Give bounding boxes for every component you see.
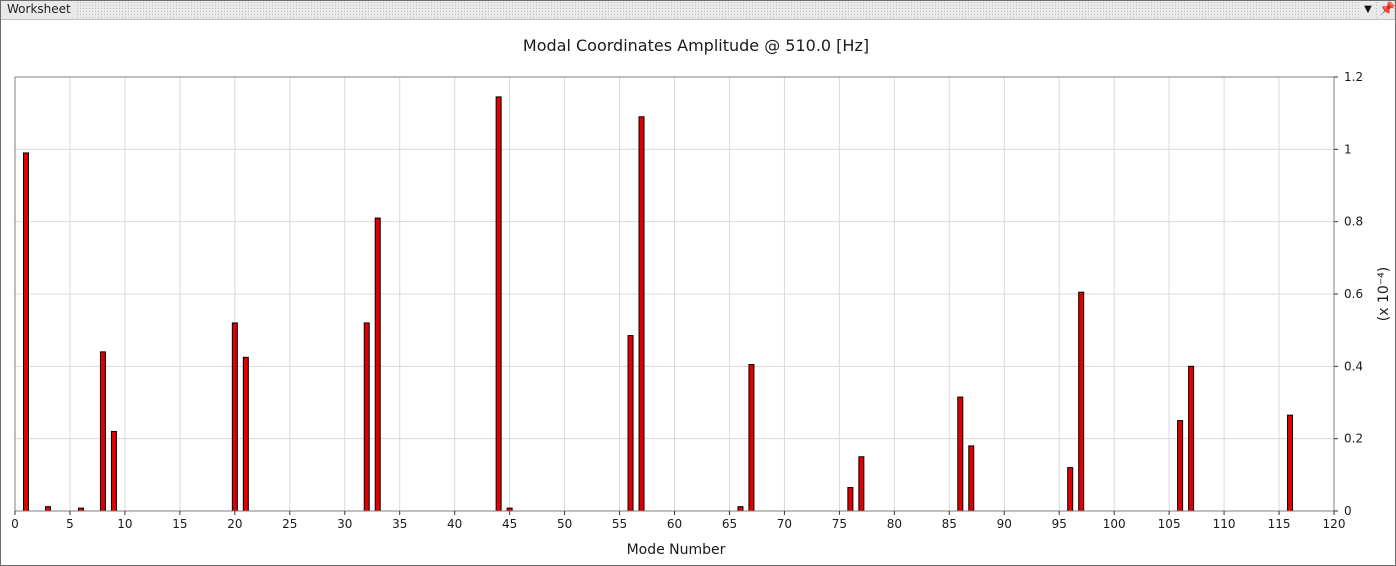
chart-title: Modal Coordinates Amplitude @ 510.0 [Hz] — [523, 36, 869, 55]
triangle-down-icon[interactable]: ▼ — [1361, 1, 1375, 19]
y-axis-scale-label: (x 10⁻⁴) — [1376, 267, 1392, 321]
x-tick-label: 85 — [942, 517, 957, 531]
x-tick-label: 45 — [502, 517, 517, 531]
bar-mode-86 — [957, 396, 964, 512]
bar-mode-56 — [627, 335, 634, 512]
x-tick-label: 65 — [722, 517, 737, 531]
panel-titlebar[interactable]: Worksheet ▼ 📌 — [1, 1, 1395, 20]
x-tick-label: 60 — [667, 517, 682, 531]
bar-mode-20 — [231, 322, 238, 512]
bar-mode-8 — [99, 351, 106, 512]
x-tick-label: 5 — [66, 517, 74, 531]
grid — [14, 76, 1335, 512]
panel-title: Worksheet — [1, 1, 75, 19]
x-tick-label: 20 — [227, 517, 242, 531]
y-tick-label: 0.4 — [1344, 359, 1363, 373]
y-tick-label: 1.2 — [1344, 70, 1363, 84]
x-tick-label: 105 — [1158, 517, 1181, 531]
x-tick-label: 80 — [887, 517, 902, 531]
x-tick-label: 40 — [447, 517, 462, 531]
bar-mode-77 — [858, 456, 865, 512]
x-tick-label: 15 — [172, 517, 187, 531]
bar-mode-57 — [638, 116, 645, 512]
bar-mode-96 — [1067, 467, 1074, 512]
bar-mode-9 — [110, 430, 117, 512]
bar-mode-87 — [968, 445, 975, 512]
ticks: 0 5 10 15 20 25 30 35 40 45 50 55 60 65 70 75 80 85 90 95 10… — [11, 70, 1363, 531]
x-axis-title: Mode Number — [627, 542, 726, 558]
x-tick-label: 50 — [557, 517, 572, 531]
bar-mode-21 — [242, 356, 249, 512]
x-tick-label: 30 — [337, 517, 352, 531]
bar-mode-67 — [748, 364, 755, 512]
bar-mode-3 — [44, 506, 51, 512]
bar-mode-1 — [22, 152, 29, 512]
bar-mode-33 — [374, 217, 381, 512]
bar-mode-44 — [495, 96, 502, 512]
y-tick-label: 0.8 — [1344, 215, 1363, 229]
bar-mode-76 — [847, 486, 854, 512]
x-tick-label: 35 — [392, 517, 407, 531]
x-tick-label: 100 — [1103, 517, 1126, 531]
x-tick-label: 25 — [282, 517, 297, 531]
bar-mode-32 — [363, 322, 370, 512]
y-tick-label: 1 — [1344, 142, 1352, 156]
x-tick-label: 110 — [1213, 517, 1236, 531]
y-tick-label: 0.6 — [1344, 287, 1363, 301]
x-tick-label: 95 — [1052, 517, 1067, 531]
bar-mode-106 — [1177, 420, 1184, 512]
bar-mode-107 — [1188, 365, 1195, 512]
x-tick-label: 70 — [777, 517, 792, 531]
bar-mode-116 — [1287, 414, 1294, 512]
x-tick-label: 90 — [997, 517, 1012, 531]
x-tick-label: 55 — [612, 517, 627, 531]
x-tick-label: 120 — [1323, 517, 1346, 531]
pin-icon[interactable]: 📌 — [1379, 1, 1396, 19]
y-tick-label: 0 — [1344, 504, 1352, 518]
x-tick-label: 75 — [832, 517, 847, 531]
bar-mode-97 — [1078, 291, 1085, 512]
bars — [22, 96, 1294, 512]
bar-mode-66 — [737, 506, 744, 512]
x-tick-label: 0 — [11, 517, 19, 531]
x-tick-label: 10 — [117, 517, 132, 531]
x-tick-label: 115 — [1268, 517, 1291, 531]
y-tick-label: 0.2 — [1344, 432, 1363, 446]
